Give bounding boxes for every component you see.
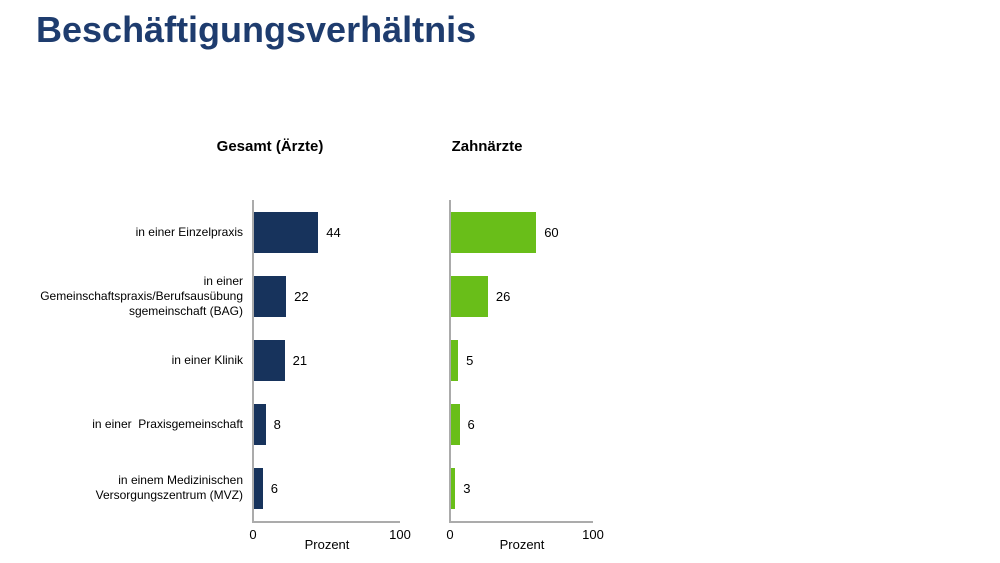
value-label: 3 [463, 480, 471, 496]
chart-header-gesamt: Gesamt (Ärzte) [216, 138, 324, 155]
page-title: Beschäftigungsverhältnis [36, 9, 477, 50]
x-tick-min-gesamt: 0 [249, 527, 257, 542]
value-label: 6 [270, 480, 278, 496]
value-label: 22 [294, 288, 309, 304]
chart-header-zahnaerzte: Zahnärzte [451, 138, 523, 155]
bar [254, 339, 285, 381]
plot-area-gesamt: 44 22 21 8 6 [254, 200, 400, 521]
bar [254, 211, 319, 253]
category-label-text: in einer Gemeinschaftspraxis/Berufsausübu… [40, 273, 243, 318]
value-label: 26 [495, 288, 511, 304]
bar-row: 6 [254, 456, 400, 520]
bar-row: 44 [254, 200, 400, 264]
category-label: in einer Gemeinschaftspraxis/Berufsausübu… [28, 264, 243, 328]
bar-row: 26 [451, 264, 593, 328]
x-axis-title-zahnaerzte: Prozent [499, 537, 545, 552]
plot-area-zahnaerzte: 60 26 5 6 3 [451, 200, 593, 521]
bar [451, 467, 456, 509]
value-label: 21 [292, 352, 308, 368]
bar [254, 275, 287, 317]
x-axis-title-gesamt: Prozent [304, 537, 350, 552]
bar [451, 403, 460, 445]
value-label: 6 [467, 416, 475, 432]
value-label: 44 [326, 224, 341, 240]
bar [254, 403, 266, 445]
category-label: in einer Einzelpraxis [28, 200, 243, 264]
x-tick-max-zahnaerzte: 100 [582, 527, 604, 542]
bar [254, 467, 263, 509]
bar [451, 211, 537, 253]
bar-row: 5 [451, 328, 593, 392]
category-label: in einem Medizinischen Versorgungszentrum… [28, 456, 243, 520]
bar [451, 339, 459, 381]
bar-row: 6 [451, 392, 593, 456]
x-tick-min-zahnaerzte: 0 [446, 527, 454, 542]
category-label-text: in einer Praxisgemeinschaft [92, 416, 243, 431]
chart-panel-gesamt: 44 22 21 8 6 0 100 Prozent [249, 200, 411, 552]
category-label-text: in einer Klinik [171, 352, 243, 367]
category-label: in einer Praxisgemeinschaft [28, 392, 243, 456]
value-label: 8 [273, 416, 281, 432]
category-label-text: in einer Einzelpraxis [135, 224, 243, 239]
x-tick-max-gesamt: 100 [389, 527, 411, 542]
bar-row: 3 [451, 456, 593, 520]
value-label: 5 [466, 352, 474, 368]
bar-row: 8 [254, 392, 400, 456]
bar-row: 22 [254, 264, 400, 328]
bar-row: 60 [451, 200, 593, 264]
chart-panel-zahnaerzte: 60 26 5 6 3 0 100 Prozent [446, 200, 604, 552]
category-labels-column: in einer Einzelpraxis in einer Gemeinschaf… [28, 200, 243, 521]
bar-row: 21 [254, 328, 400, 392]
bar [451, 275, 488, 317]
category-label-text: in einem Medizinischen Versorgungszentrum… [95, 473, 243, 502]
value-label: 60 [544, 224, 559, 240]
category-label: in einer Klinik [28, 328, 243, 392]
